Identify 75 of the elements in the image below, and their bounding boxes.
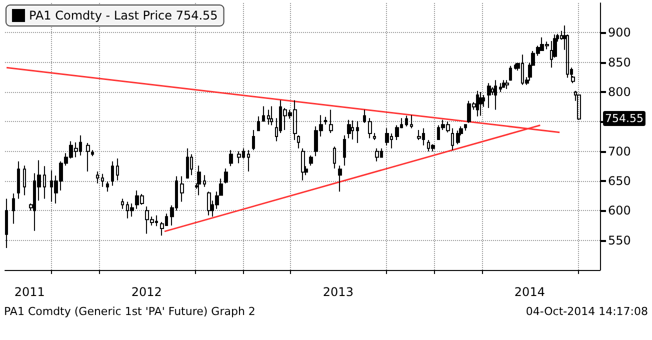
- candlestick: [405, 115, 408, 127]
- text: 04-Oct-2014 14:17:08: [526, 305, 648, 318]
- candlestick: [385, 128, 389, 146]
- candlestick: [101, 173, 104, 188]
- x-tick-label: 2013: [322, 285, 354, 299]
- candlestick: [111, 160, 114, 186]
- y-tick-label: 550: [608, 233, 631, 248]
- candlestick: [464, 124, 467, 132]
- candlestick: [329, 109, 333, 134]
- candlestick: [476, 90, 479, 117]
- candlestick: [479, 92, 483, 116]
- candlestick: [262, 106, 265, 122]
- candlestick: [431, 144, 435, 152]
- candlestick: [499, 82, 502, 92]
- candlestick: [197, 165, 201, 196]
- candlestick: [229, 150, 233, 167]
- candlestick: [43, 166, 46, 200]
- candlestick: [487, 82, 491, 109]
- candlestick: [309, 154, 313, 166]
- candlestick: [224, 168, 228, 184]
- legend-label: PA1 Comdty - Last Price 754.55: [29, 8, 218, 22]
- candlestick: [347, 119, 351, 139]
- candlestick: [116, 158, 119, 181]
- candlestick: [203, 174, 206, 188]
- text: PA1 Comdty (Generic 1st 'PA' Future) Graph 2: [4, 305, 256, 318]
- candlestick: [368, 118, 372, 139]
- x-tick-label: 2011: [14, 285, 45, 299]
- candlestick: [23, 165, 26, 196]
- candlestick: [91, 150, 94, 157]
- candlestick: [186, 148, 189, 180]
- candlestick: [375, 148, 379, 162]
- candlestick: [301, 148, 305, 181]
- candlestick: [270, 106, 273, 126]
- annotation: 754.55: [605, 112, 644, 125]
- candlestick: [180, 176, 184, 202]
- candlestick: [12, 192, 15, 224]
- candlestick: [410, 114, 413, 129]
- candlestick: [509, 65, 512, 82]
- candlestick: [451, 128, 454, 151]
- y-tick-label: 850: [608, 55, 631, 70]
- candlestick: [577, 94, 581, 120]
- y-tick-label: 600: [608, 204, 631, 218]
- y-tick-label: 800: [608, 85, 631, 99]
- candlestick: [5, 198, 8, 249]
- candlestick: [324, 116, 327, 126]
- candlestick: [121, 198, 124, 210]
- candlestick: [219, 178, 223, 196]
- y-tick-label: 700: [608, 144, 631, 158]
- y-tick-label: 900: [608, 26, 631, 40]
- candlestick: [86, 142, 90, 172]
- candlestick: [343, 134, 346, 166]
- candlestick: [505, 80, 509, 90]
- candlestick: [106, 181, 109, 192]
- x-tick-label: 2014: [514, 285, 545, 299]
- candlestick: [257, 116, 260, 132]
- candlestick: [502, 80, 505, 88]
- candlestick: [130, 203, 134, 218]
- candlestick: [207, 191, 211, 216]
- candlestick: [456, 130, 460, 145]
- candlestick: [247, 150, 250, 172]
- candlestick: [494, 80, 497, 110]
- candlestick: [96, 171, 99, 184]
- candlestick: [237, 150, 241, 164]
- candlestick: [297, 134, 300, 149]
- candlestick: [351, 120, 354, 140]
- candlestick: [252, 129, 255, 151]
- y-tick-label: 650: [608, 174, 631, 188]
- candlestick: [338, 165, 342, 192]
- candlestick: [356, 120, 359, 144]
- candlestick: [333, 146, 336, 170]
- x-tick-label: 2012: [131, 285, 162, 299]
- candlestick: [373, 132, 376, 141]
- candlestick: [363, 109, 366, 124]
- candlestick: [17, 160, 20, 200]
- candlestick: [267, 109, 270, 126]
